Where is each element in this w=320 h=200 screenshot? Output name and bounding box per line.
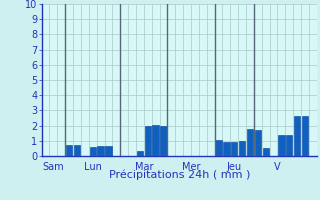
- Bar: [278, 135, 284, 156]
- Bar: [239, 141, 245, 156]
- Bar: [74, 145, 80, 156]
- Text: Mer: Mer: [182, 162, 200, 172]
- Text: Mar: Mar: [135, 162, 153, 172]
- Bar: [215, 140, 222, 156]
- Bar: [97, 146, 104, 156]
- Bar: [145, 126, 151, 156]
- Bar: [90, 147, 96, 156]
- Bar: [66, 145, 72, 156]
- Bar: [231, 142, 237, 156]
- Bar: [302, 116, 308, 156]
- Bar: [105, 146, 112, 156]
- Bar: [223, 142, 229, 156]
- Text: Sam: Sam: [43, 162, 64, 172]
- Text: V: V: [274, 162, 281, 172]
- Bar: [294, 116, 300, 156]
- X-axis label: Précipitations 24h ( mm ): Précipitations 24h ( mm ): [108, 170, 250, 180]
- Text: Lun: Lun: [84, 162, 102, 172]
- Bar: [255, 130, 261, 156]
- Bar: [152, 125, 159, 156]
- Bar: [160, 126, 167, 156]
- Bar: [262, 148, 269, 156]
- Text: Jeu: Jeu: [227, 162, 242, 172]
- Bar: [286, 135, 292, 156]
- Bar: [247, 129, 253, 156]
- Bar: [137, 151, 143, 156]
